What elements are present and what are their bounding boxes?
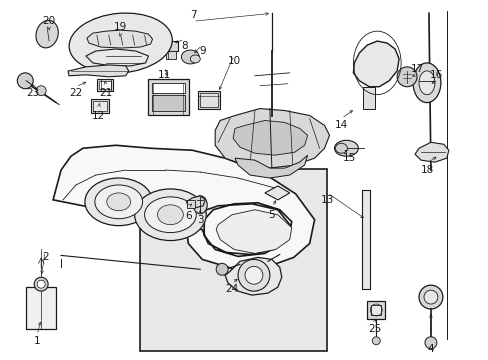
Polygon shape xyxy=(353,41,398,87)
Ellipse shape xyxy=(134,189,206,240)
Text: 23: 23 xyxy=(26,88,40,98)
Polygon shape xyxy=(86,49,148,66)
Text: 4: 4 xyxy=(427,344,433,354)
Text: 19: 19 xyxy=(114,22,127,32)
Text: 2: 2 xyxy=(42,252,48,262)
Text: 7: 7 xyxy=(190,10,196,20)
Polygon shape xyxy=(53,145,314,269)
Text: 24: 24 xyxy=(225,284,238,294)
Text: 13: 13 xyxy=(320,195,333,205)
Ellipse shape xyxy=(69,13,172,73)
Ellipse shape xyxy=(17,73,33,89)
Text: 10: 10 xyxy=(227,56,240,66)
Polygon shape xyxy=(216,210,291,253)
Text: 21: 21 xyxy=(99,88,112,98)
Ellipse shape xyxy=(36,21,58,48)
Ellipse shape xyxy=(412,63,440,103)
Text: 16: 16 xyxy=(429,70,443,80)
Bar xyxy=(166,51,176,59)
Text: 12: 12 xyxy=(92,111,105,121)
Ellipse shape xyxy=(34,277,48,291)
Polygon shape xyxy=(215,109,329,168)
Ellipse shape xyxy=(238,260,269,291)
Bar xyxy=(147,79,189,114)
Ellipse shape xyxy=(157,205,183,225)
Polygon shape xyxy=(224,257,281,295)
Ellipse shape xyxy=(334,140,358,156)
Bar xyxy=(140,169,326,351)
Ellipse shape xyxy=(144,197,196,233)
Bar xyxy=(151,95,185,111)
Text: 11: 11 xyxy=(158,70,171,80)
Text: 17: 17 xyxy=(409,64,423,74)
Text: 1: 1 xyxy=(34,336,41,346)
Ellipse shape xyxy=(424,337,436,349)
Text: 9: 9 xyxy=(199,46,205,56)
Bar xyxy=(363,87,374,109)
Bar xyxy=(187,200,195,208)
Ellipse shape xyxy=(36,86,46,96)
Bar xyxy=(99,81,111,89)
Ellipse shape xyxy=(37,280,45,288)
Polygon shape xyxy=(87,30,152,48)
Polygon shape xyxy=(414,142,448,162)
Text: 6: 6 xyxy=(184,211,191,221)
Bar xyxy=(164,41,178,51)
Polygon shape xyxy=(186,196,205,208)
Text: 15: 15 xyxy=(342,153,355,163)
Bar xyxy=(362,190,369,289)
Text: 22: 22 xyxy=(69,88,82,98)
Ellipse shape xyxy=(418,71,434,95)
Ellipse shape xyxy=(423,290,437,304)
Text: 25: 25 xyxy=(368,324,381,334)
Ellipse shape xyxy=(396,67,416,87)
Ellipse shape xyxy=(371,337,380,345)
Ellipse shape xyxy=(335,143,346,153)
Text: 14: 14 xyxy=(334,121,347,130)
Bar xyxy=(93,100,106,111)
Polygon shape xyxy=(233,121,307,155)
Ellipse shape xyxy=(85,178,152,226)
Text: 5: 5 xyxy=(268,210,275,220)
Bar xyxy=(200,93,218,107)
Ellipse shape xyxy=(216,264,227,275)
Bar xyxy=(151,83,185,93)
Ellipse shape xyxy=(106,193,130,211)
Text: 8: 8 xyxy=(181,41,187,51)
Polygon shape xyxy=(68,65,128,77)
Bar xyxy=(97,79,113,91)
Ellipse shape xyxy=(190,55,200,63)
Bar xyxy=(26,287,56,329)
Ellipse shape xyxy=(244,266,263,284)
Bar xyxy=(366,301,385,319)
Ellipse shape xyxy=(418,285,442,309)
Polygon shape xyxy=(235,155,307,178)
Ellipse shape xyxy=(181,50,199,64)
Ellipse shape xyxy=(193,196,207,214)
Bar xyxy=(198,91,220,109)
Text: 18: 18 xyxy=(420,165,433,175)
Text: 20: 20 xyxy=(42,16,56,26)
Text: 3: 3 xyxy=(197,215,203,225)
Polygon shape xyxy=(264,186,289,200)
Ellipse shape xyxy=(95,185,142,219)
Bar xyxy=(370,305,381,315)
Bar xyxy=(91,99,108,113)
